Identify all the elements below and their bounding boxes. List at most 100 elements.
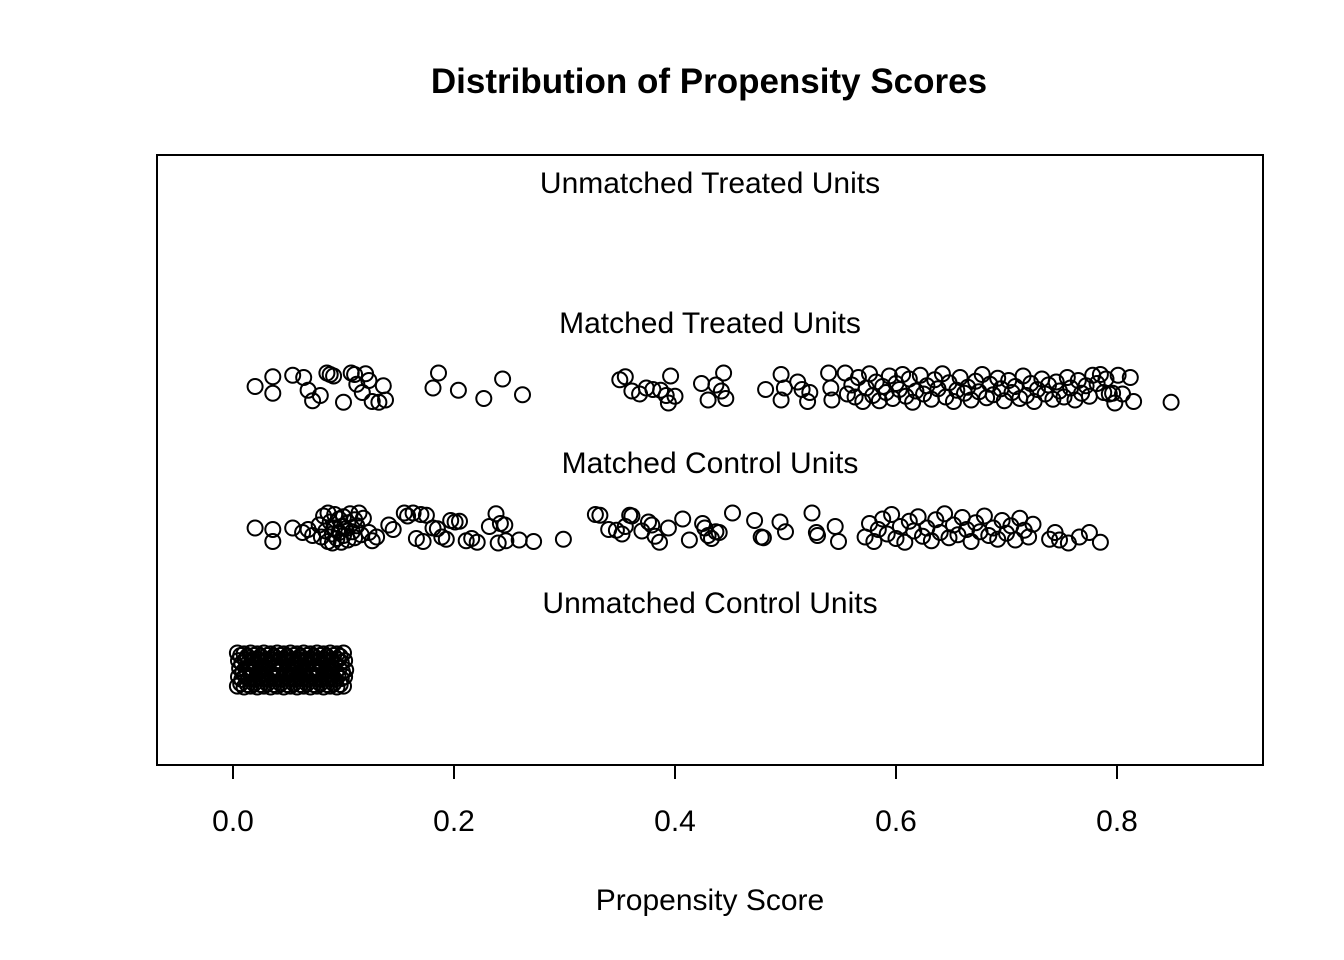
data-point bbox=[494, 370, 512, 388]
data-point bbox=[874, 510, 892, 528]
data-point bbox=[640, 513, 657, 531]
data-point bbox=[659, 519, 677, 537]
data-point bbox=[823, 391, 841, 409]
data-point bbox=[325, 675, 343, 693]
data-point bbox=[489, 534, 507, 552]
group-label-unmatched-control: Unmatched Control Units bbox=[542, 587, 877, 620]
data-point bbox=[623, 507, 641, 525]
data-point bbox=[909, 508, 927, 526]
data-point bbox=[1104, 384, 1122, 402]
data-point bbox=[475, 390, 493, 407]
data-point bbox=[989, 530, 1007, 548]
data-point bbox=[264, 533, 282, 550]
data-point bbox=[374, 377, 392, 395]
data-point bbox=[887, 530, 905, 547]
data-point bbox=[878, 525, 896, 543]
data-point bbox=[907, 382, 925, 400]
data-point bbox=[487, 505, 505, 523]
data-point bbox=[246, 378, 264, 395]
data-point bbox=[699, 527, 717, 544]
data-point bbox=[262, 678, 280, 696]
data-point bbox=[674, 510, 692, 528]
data-point bbox=[258, 675, 276, 693]
data-point bbox=[246, 519, 264, 537]
data-point bbox=[298, 675, 316, 693]
data-point bbox=[360, 372, 378, 389]
data-point bbox=[363, 532, 381, 550]
data-point bbox=[809, 527, 826, 544]
data-point bbox=[282, 677, 299, 695]
data-point bbox=[232, 675, 250, 693]
data-point bbox=[652, 381, 670, 399]
data-point bbox=[335, 393, 352, 411]
group-label-matched-treated: Matched Treated Units bbox=[559, 307, 861, 340]
data-point bbox=[276, 651, 294, 669]
data-point bbox=[707, 376, 725, 394]
data-point bbox=[242, 677, 260, 695]
data-point bbox=[255, 677, 273, 695]
data-point bbox=[931, 524, 949, 541]
data-point bbox=[949, 526, 967, 544]
data-point bbox=[591, 506, 609, 524]
data-point bbox=[428, 520, 446, 538]
data-point bbox=[1058, 369, 1076, 386]
x-tick-label-0.4: 0.4 bbox=[654, 805, 696, 838]
data-point bbox=[896, 533, 914, 551]
data-point bbox=[838, 385, 856, 403]
data-point bbox=[822, 379, 840, 397]
data-point bbox=[285, 675, 303, 693]
data-point bbox=[284, 366, 302, 384]
data-point bbox=[301, 678, 319, 696]
data-point bbox=[777, 523, 794, 541]
data-point bbox=[945, 393, 962, 410]
data-point bbox=[248, 678, 266, 696]
data-point bbox=[1080, 524, 1098, 541]
group-label-unmatched-treated: Unmatched Treated Units bbox=[540, 167, 880, 200]
data-point bbox=[651, 533, 668, 551]
data-point bbox=[380, 516, 398, 534]
data-point bbox=[437, 530, 455, 548]
x-axis: 0.0 0.2 0.4 0.6 0.8 bbox=[212, 765, 1138, 838]
data-point bbox=[1047, 373, 1065, 391]
data-point bbox=[1125, 393, 1143, 410]
data-point bbox=[245, 675, 263, 693]
data-point bbox=[449, 381, 467, 399]
data-point bbox=[699, 391, 717, 409]
data-point bbox=[288, 678, 306, 696]
data-point bbox=[962, 533, 980, 550]
data-point bbox=[616, 368, 634, 386]
data-point bbox=[922, 532, 940, 550]
data-point bbox=[662, 367, 680, 385]
data-points-layer bbox=[228, 364, 1180, 696]
data-point bbox=[308, 677, 326, 695]
data-point bbox=[377, 391, 394, 409]
data-point bbox=[354, 509, 372, 527]
data-point bbox=[468, 533, 486, 551]
data-point bbox=[311, 675, 329, 693]
data-point bbox=[1109, 366, 1127, 384]
data-point bbox=[497, 532, 515, 550]
x-tick-label-0.0: 0.0 bbox=[212, 805, 254, 838]
data-point bbox=[350, 504, 368, 522]
x-axis-title: Propensity Score bbox=[596, 884, 824, 917]
data-point bbox=[328, 678, 346, 696]
data-point bbox=[395, 504, 413, 522]
data-point bbox=[321, 677, 339, 695]
chart-title: Distribution of Propensity Scores bbox=[431, 62, 987, 101]
data-point bbox=[284, 519, 302, 537]
data-point bbox=[948, 381, 966, 399]
data-point bbox=[363, 393, 381, 410]
data-point bbox=[643, 516, 661, 534]
data-point bbox=[746, 512, 764, 529]
data-point bbox=[975, 507, 993, 525]
data-point bbox=[346, 366, 364, 383]
data-point bbox=[451, 512, 468, 530]
data-point bbox=[693, 375, 710, 392]
data-point bbox=[666, 387, 684, 405]
data-point bbox=[268, 677, 286, 695]
data-point bbox=[900, 512, 918, 530]
data-point bbox=[754, 529, 772, 547]
x-tick-label-0.2: 0.2 bbox=[433, 805, 475, 838]
data-point bbox=[404, 504, 422, 522]
data-point bbox=[275, 678, 293, 696]
